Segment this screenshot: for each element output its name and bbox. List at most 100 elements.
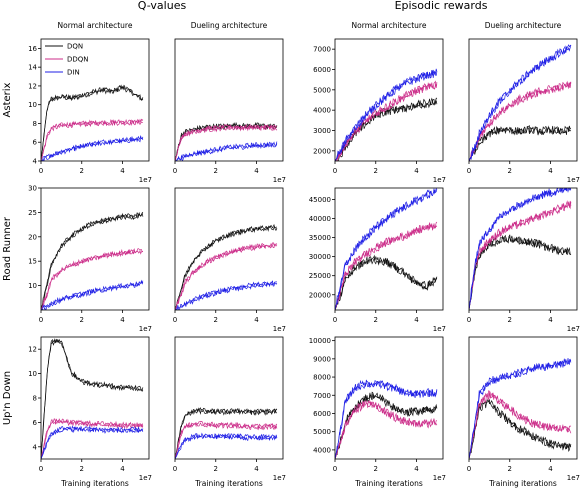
series-line-dqn-run2 [175, 223, 278, 310]
series-line-ddqn [469, 392, 572, 459]
series-line-ddqn-run2 [41, 248, 144, 310]
panel-2-2: 0 2 4 1e7 [173, 187, 286, 333]
x-tick-label: 2 [214, 167, 218, 175]
series-line-din-run2 [41, 425, 144, 459]
y-tick-label: 6 [33, 139, 38, 147]
series-line-din-run2 [175, 432, 278, 459]
panel-2-1: 0 2 4 1e7 10 15 20 25 30 [28, 185, 152, 334]
x-tick-label: 2 [214, 465, 218, 473]
series-line-din-run2 [41, 279, 144, 310]
x-tick-label: 4 [548, 465, 553, 473]
y-tick-label: 30000 [309, 253, 331, 261]
x-tick-label: 2 [80, 316, 84, 324]
y-tick-label: 4000 [313, 107, 331, 115]
x-tick-label: 2 [508, 167, 512, 175]
x-multiplier-label: 1e7 [567, 474, 580, 482]
y-tick-label: 4 [33, 443, 38, 451]
plot-frame [468, 38, 578, 162]
panel-1-4: 0 2 4 1e7 Dueling architecture [467, 21, 580, 184]
series-line-din [335, 189, 438, 310]
y-tick-label: 6000 [313, 66, 331, 74]
series-line-ddqn [335, 400, 438, 459]
series-line-dqn [41, 86, 144, 161]
plot-frame [174, 38, 284, 162]
series-line-dqn-run2 [41, 338, 144, 459]
x-axis-label: Training iterations [354, 479, 423, 488]
plot-frame [468, 187, 578, 311]
series-line-ddqn [335, 83, 438, 161]
panel-3-4: 0 2 4 1e7 [467, 336, 580, 482]
series-line-din-run2 [469, 357, 572, 459]
y-tick-label: 12 [28, 346, 37, 354]
plot-frame [334, 336, 444, 460]
x-multiplier-label: 1e7 [567, 325, 580, 333]
series-line-ddqn-run2 [41, 118, 144, 161]
series-line-dqn-run2 [41, 84, 144, 161]
x-axis-label: Training iterations [194, 479, 263, 488]
x-tick-label: 4 [254, 465, 259, 473]
x-tick-label: 2 [374, 316, 378, 324]
x-tick-label: 2 [508, 316, 512, 324]
y-tick-label: 3000 [313, 127, 331, 135]
series-line-din-run2 [469, 44, 572, 161]
series-line-din-run2 [41, 134, 144, 161]
y-tick-label: 9000 [313, 355, 331, 363]
y-tick-label: 4 [33, 158, 38, 166]
series-line-din-run2 [335, 188, 438, 310]
series-line-dqn [469, 398, 572, 459]
x-tick-label: 0 [39, 167, 43, 175]
x-tick-label: 0 [333, 465, 337, 473]
x-multiplier-label: 1e7 [273, 474, 286, 482]
x-multiplier-label: 1e7 [273, 176, 286, 184]
x-tick-label: 0 [467, 167, 471, 175]
panel-3-3: 0 2 4 1e7 4000 5000 6000 7000 8000 9000 10000 [309, 336, 446, 482]
x-multiplier-label: 1e7 [433, 474, 446, 482]
y-tick-label: 8000 [313, 374, 331, 382]
x-tick-label: 4 [120, 167, 125, 175]
plot-frame [174, 187, 284, 311]
series-line-din [175, 281, 278, 310]
plot-frame [468, 336, 578, 460]
plot-frame [40, 187, 150, 311]
row-label-1: Road Runner [2, 216, 13, 281]
x-multiplier-label: 1e7 [273, 325, 286, 333]
series-line-ddqn-run2 [335, 80, 438, 161]
series-line-din [41, 136, 144, 161]
series-line-dqn-run2 [41, 211, 144, 310]
x-tick-label: 2 [80, 465, 84, 473]
panel-title: Normal architecture [352, 21, 427, 30]
plot-frame [334, 187, 444, 311]
series-line-din [41, 427, 144, 459]
series-line-dqn [175, 225, 278, 310]
x-axis-label: Training iterations [488, 479, 557, 488]
row-label-0: Asterix [2, 82, 13, 117]
series-line-ddqn-run2 [469, 200, 572, 310]
series-line-dqn [469, 126, 572, 161]
series-line-dqn [41, 340, 144, 459]
y-tick-label: 5000 [313, 86, 331, 94]
x-tick-label: 0 [333, 316, 337, 324]
x-tick-label: 2 [508, 465, 512, 473]
x-tick-label: 4 [414, 167, 419, 175]
series-line-ddqn-run2 [469, 80, 572, 161]
panel-2-4: 0 2 4 1e7 [467, 187, 580, 333]
series-line-din [41, 281, 144, 310]
x-tick-label: 0 [173, 316, 177, 324]
panel-1-2: 0 2 4 1e7 Dueling architecture [173, 21, 286, 184]
x-multiplier-label: 1e7 [139, 474, 152, 482]
x-multiplier-label: 1e7 [567, 176, 580, 184]
x-axis-label: Training iterations [60, 479, 129, 488]
x-multiplier-label: 1e7 [433, 176, 446, 184]
y-tick-label: 12 [28, 82, 37, 90]
y-tick-label: 30 [28, 185, 37, 193]
y-tick-label: 10 [28, 370, 37, 378]
section-title-episodic-rewards: Episodic rewards [395, 0, 488, 12]
x-tick-label: 4 [548, 316, 553, 324]
series-line-ddqn [175, 421, 278, 459]
x-tick-label: 4 [548, 167, 553, 175]
series-line-din-run2 [335, 379, 438, 459]
x-tick-label: 2 [80, 167, 84, 175]
series-line-dqn [41, 212, 144, 310]
plot-frame [40, 38, 150, 162]
